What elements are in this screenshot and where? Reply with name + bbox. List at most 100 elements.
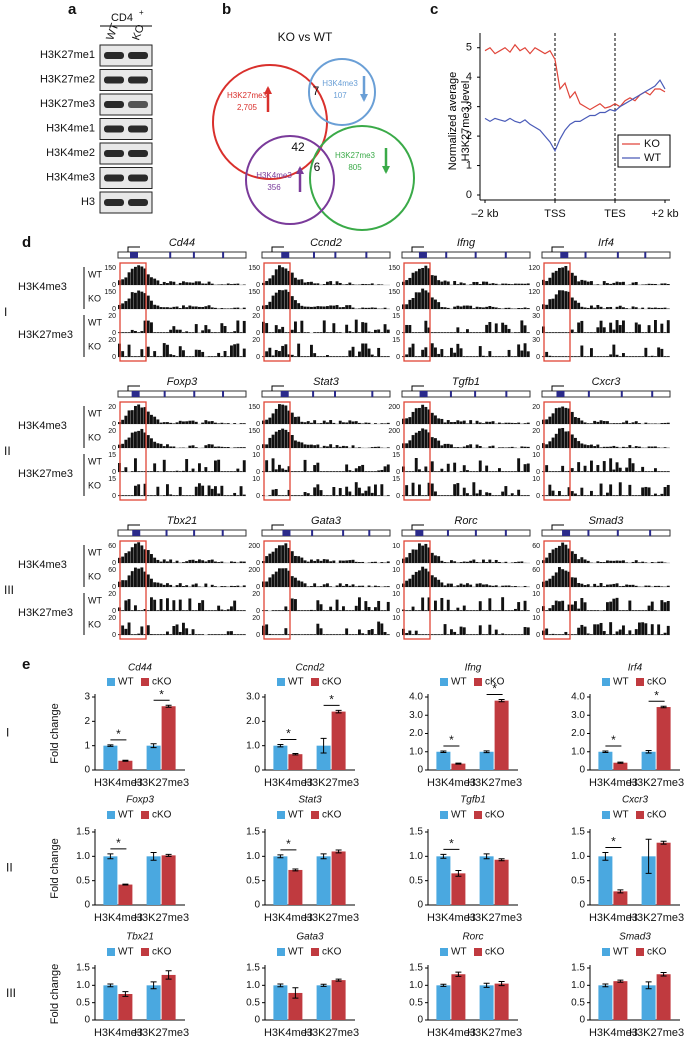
- track-signal: [284, 495, 288, 496]
- track-signal: [628, 445, 632, 448]
- legend-swatch: [277, 678, 285, 686]
- track-signal: [574, 553, 577, 563]
- significance-star: *: [654, 688, 659, 702]
- track-signal: [450, 495, 453, 496]
- track-signal: [459, 306, 463, 309]
- exon: [193, 391, 196, 397]
- track-signal: [169, 634, 173, 635]
- track-signal: [494, 495, 498, 496]
- track-signal: [210, 634, 214, 635]
- track-signal: [287, 291, 291, 309]
- significance-star: *: [116, 727, 121, 741]
- track-signal: [567, 291, 571, 309]
- track-signal: [523, 283, 527, 285]
- track-signal: [303, 560, 307, 563]
- track-signal: [130, 432, 134, 448]
- track-signal: [383, 586, 387, 587]
- track-signal: [143, 471, 147, 472]
- track-signal: [424, 320, 428, 333]
- track-signal: [548, 634, 552, 635]
- track-signal: [226, 332, 230, 333]
- set-name: H3K4me3: [322, 79, 358, 88]
- track-signal: [153, 304, 157, 309]
- track-signal: [612, 344, 616, 357]
- track-signal: [130, 547, 134, 563]
- track-signal: [194, 447, 198, 448]
- highlight-box: [543, 262, 571, 362]
- legend-swatch: [440, 678, 448, 686]
- track-signal: [169, 584, 173, 587]
- track-signal: [443, 443, 447, 448]
- track-signal: [370, 447, 374, 448]
- track-signal: [380, 623, 384, 635]
- legend-swatch: [636, 948, 644, 956]
- track-signal: [185, 585, 189, 587]
- track-signal: [358, 466, 361, 472]
- track-signal: [313, 487, 317, 496]
- track-signal: [159, 283, 163, 285]
- track-zero: 0: [112, 632, 116, 639]
- track-signal: [300, 495, 304, 496]
- track-signal: [469, 471, 473, 472]
- track-signal: [326, 495, 329, 496]
- track-signal: [453, 421, 457, 424]
- y-tick-label: 1: [84, 740, 90, 751]
- track-scale: 120: [528, 289, 540, 296]
- y-tick-label: 3: [466, 101, 472, 113]
- significance-star: *: [449, 733, 454, 747]
- track-signal: [596, 624, 600, 635]
- track-signal: [290, 495, 294, 496]
- track-signal: [414, 549, 418, 563]
- track-signal: [143, 356, 147, 357]
- track-scale: 150: [248, 404, 260, 411]
- legend-label: WT: [613, 947, 629, 958]
- track-signal: [319, 423, 323, 424]
- x-tick-label: H3K4me3: [589, 777, 638, 789]
- track-signal: [618, 467, 622, 472]
- track-signal: [450, 444, 453, 448]
- track-signal: [178, 346, 182, 357]
- track-signal: [319, 306, 323, 309]
- track-signal: [242, 634, 246, 635]
- track-signal: [335, 332, 339, 333]
- gene-model: [261, 390, 391, 398]
- track-signal: [424, 568, 428, 587]
- track-signal: [554, 270, 558, 285]
- track-signal: [440, 495, 444, 496]
- track-signal: [226, 423, 230, 424]
- track-signal: [185, 628, 189, 635]
- track-signal: [242, 320, 246, 333]
- track-signal: [294, 416, 297, 424]
- chart-title: Irf4: [628, 663, 643, 674]
- track-signal: [370, 332, 374, 333]
- track-signal: [153, 441, 157, 448]
- track-signal: [663, 283, 667, 285]
- track-signal: [175, 610, 179, 611]
- track-signal: [456, 284, 460, 285]
- track-signal: [545, 628, 549, 635]
- y-tick-label: 1.5: [246, 963, 260, 974]
- track-signal: [367, 585, 371, 587]
- track-signal: [121, 351, 125, 357]
- track-signal: [332, 284, 336, 285]
- track-signal: [294, 277, 297, 285]
- track-signal: [520, 308, 524, 309]
- track-signal: [523, 495, 527, 496]
- track-signal: [172, 625, 176, 635]
- track-signal: [514, 471, 517, 472]
- gene-name: Ccnd2: [310, 237, 342, 249]
- track-signal: [185, 610, 189, 611]
- track-signal: [348, 491, 352, 496]
- track-signal: [175, 585, 179, 587]
- track-signal: [204, 283, 208, 285]
- blot-band: [104, 199, 124, 206]
- chart-title: Tbx21: [126, 932, 154, 943]
- track-signal: [166, 583, 169, 587]
- track-signal: [162, 281, 166, 285]
- track-signal: [456, 483, 460, 496]
- bar: [451, 873, 466, 905]
- track-signal: [567, 408, 571, 424]
- track-signal: [631, 561, 635, 563]
- track-signal: [520, 610, 524, 611]
- track-signal: [268, 577, 272, 587]
